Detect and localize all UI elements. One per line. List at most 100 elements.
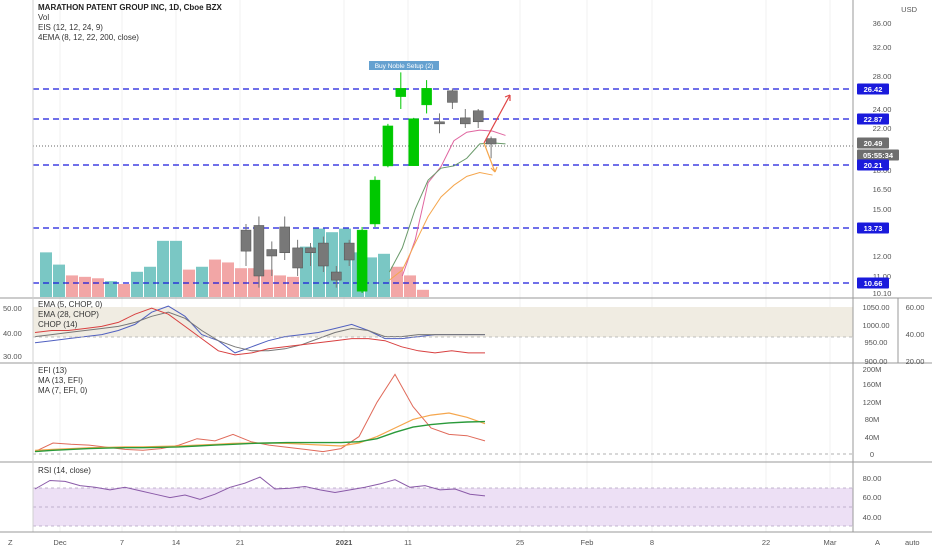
rsi14-line: [34, 476, 486, 500]
volume-bar: [378, 253, 390, 297]
price-tick-label: 11.00: [873, 272, 891, 281]
candle-body: [318, 242, 329, 267]
candle-body: [460, 117, 471, 125]
volume-bar: [157, 240, 169, 297]
price-tag-box: [857, 159, 889, 171]
candle-body: [331, 271, 342, 281]
candle-body: [382, 125, 394, 167]
volume-bar: [391, 266, 403, 297]
panel-axes: 50.00 40.00 30.00 1050.00 1000.00 950.00 900.0…: [3, 303, 924, 522]
candle-body: [447, 90, 458, 103]
efi-tick: 80M: [865, 415, 880, 424]
price-tag-label: 05:55:34: [863, 151, 894, 160]
price-tick-label: 22.00: [873, 124, 892, 133]
volume-bar: [66, 275, 78, 297]
chop-right-tick: 900.00: [865, 357, 888, 366]
price-tick-label: 12.00: [873, 252, 892, 261]
chop-right-tick: 1000.00: [862, 321, 889, 330]
rsi-tick: 40.00: [863, 513, 882, 522]
corner-z[interactable]: Z: [8, 538, 13, 547]
efi-tick: 0: [870, 450, 874, 459]
candle-body: [240, 229, 252, 252]
chop-legend-chop14: CHOP (14): [38, 320, 78, 329]
chop-left-tick: 40.00: [3, 329, 22, 338]
candle-body: [421, 88, 432, 106]
time-label: 25: [516, 538, 524, 547]
chop-legend-ema28: EMA (28, CHOP): [38, 310, 99, 319]
volume-bars: [40, 228, 429, 297]
orange-projection-arrow: [483, 142, 496, 173]
chop-ema5-line: [34, 305, 485, 354]
ema-line: [388, 142, 506, 273]
volume-bar: [274, 275, 286, 297]
corner-a[interactable]: A: [875, 538, 880, 547]
price-tag-label: 20.49: [864, 139, 883, 148]
efi-tick: 200M: [863, 365, 882, 374]
time-label: 11: [404, 538, 412, 547]
time-label: Dec: [53, 538, 67, 547]
efi-tick: 120M: [863, 398, 882, 407]
efi-legend-ma13: MA (13, EFI): [38, 376, 83, 385]
chop-lines: [33, 305, 853, 356]
price-tick-label: 32.00: [873, 43, 892, 52]
volume-bar: [417, 289, 429, 297]
chop-right-tick-2: 40.00: [906, 330, 925, 339]
volume-bar: [300, 246, 312, 297]
orange-arrowhead: [490, 166, 498, 173]
volume-bar: [131, 271, 143, 297]
efi13-line: [34, 373, 486, 453]
volume-bar: [365, 257, 377, 297]
volume-bar: [326, 232, 338, 297]
efi-ma13-line: [34, 412, 486, 451]
chop14-line: [34, 307, 485, 356]
chop-right-tick-2: 20.00: [906, 357, 925, 366]
main-legend: MARATHON PATENT GROUP INC, 1D, Cboe BZX …: [38, 3, 222, 43]
vol-legend: Vol: [38, 13, 50, 22]
price-tick-label: 15.00: [873, 205, 892, 214]
annotation-buy-noble: Buy Noble Setup (2): [369, 61, 439, 70]
time-label: Mar: [824, 538, 837, 547]
volume-bar: [105, 281, 117, 297]
corner-auto[interactable]: auto: [905, 538, 920, 547]
symbol-title: MARATHON PATENT GROUP INC, 1D, Cboe BZX: [38, 3, 222, 12]
candle-body: [253, 225, 265, 277]
price-axis[interactable]: 36.0032.0028.0024.0022.0018.0016.5015.00…: [873, 19, 892, 298]
price-tick-label: 16.50: [873, 185, 892, 194]
price-tag-box: [857, 137, 889, 149]
time-label: 22: [762, 538, 770, 547]
annotation-text: Buy Noble Setup (2): [375, 63, 434, 70]
chop-right-tick: 1050.00: [862, 303, 889, 312]
time-label: 2021: [336, 538, 353, 547]
volume-bar: [118, 284, 130, 297]
efi-tick: 160M: [863, 380, 882, 389]
price-tag-label: 13.73: [864, 224, 883, 233]
volume-bar: [92, 278, 104, 297]
candle-body: [485, 138, 497, 145]
price-tag-label: 26.42: [864, 85, 883, 94]
price-tag-box: [857, 222, 889, 234]
rsi-legend: RSI (14, close): [38, 466, 91, 476]
efi-legend-efi13: EFI (13): [38, 366, 67, 375]
candle-body: [369, 179, 381, 225]
candle-body: [395, 88, 407, 97]
volume-bar: [404, 275, 416, 297]
chop-right-tick-2: 60.00: [906, 303, 925, 312]
volume-bar: [235, 268, 247, 297]
price-tick-label: 10.10: [873, 289, 892, 298]
volume-bar: [209, 259, 221, 297]
candle-body: [292, 247, 303, 269]
volume-bar: [79, 276, 91, 297]
rsi-tick: 80.00: [863, 474, 882, 483]
red-projection-arrow: [483, 94, 511, 144]
efi-legend-ma7: MA (7, EFI, 0): [38, 386, 88, 395]
candle-body: [305, 247, 316, 254]
candle-body: [472, 110, 484, 123]
rsi-line: [33, 476, 853, 527]
volume-bar: [196, 266, 208, 297]
candle-body: [343, 242, 355, 261]
chop-legend-ema5: EMA (5, CHOP, 0): [38, 300, 103, 309]
time-axis[interactable]: Dec 7 14 21 2021 11 25 Feb 8 22 Mar: [53, 538, 837, 547]
eis-legend: EIS (12, 12, 24, 9): [38, 23, 103, 32]
volume-bar: [170, 240, 182, 297]
